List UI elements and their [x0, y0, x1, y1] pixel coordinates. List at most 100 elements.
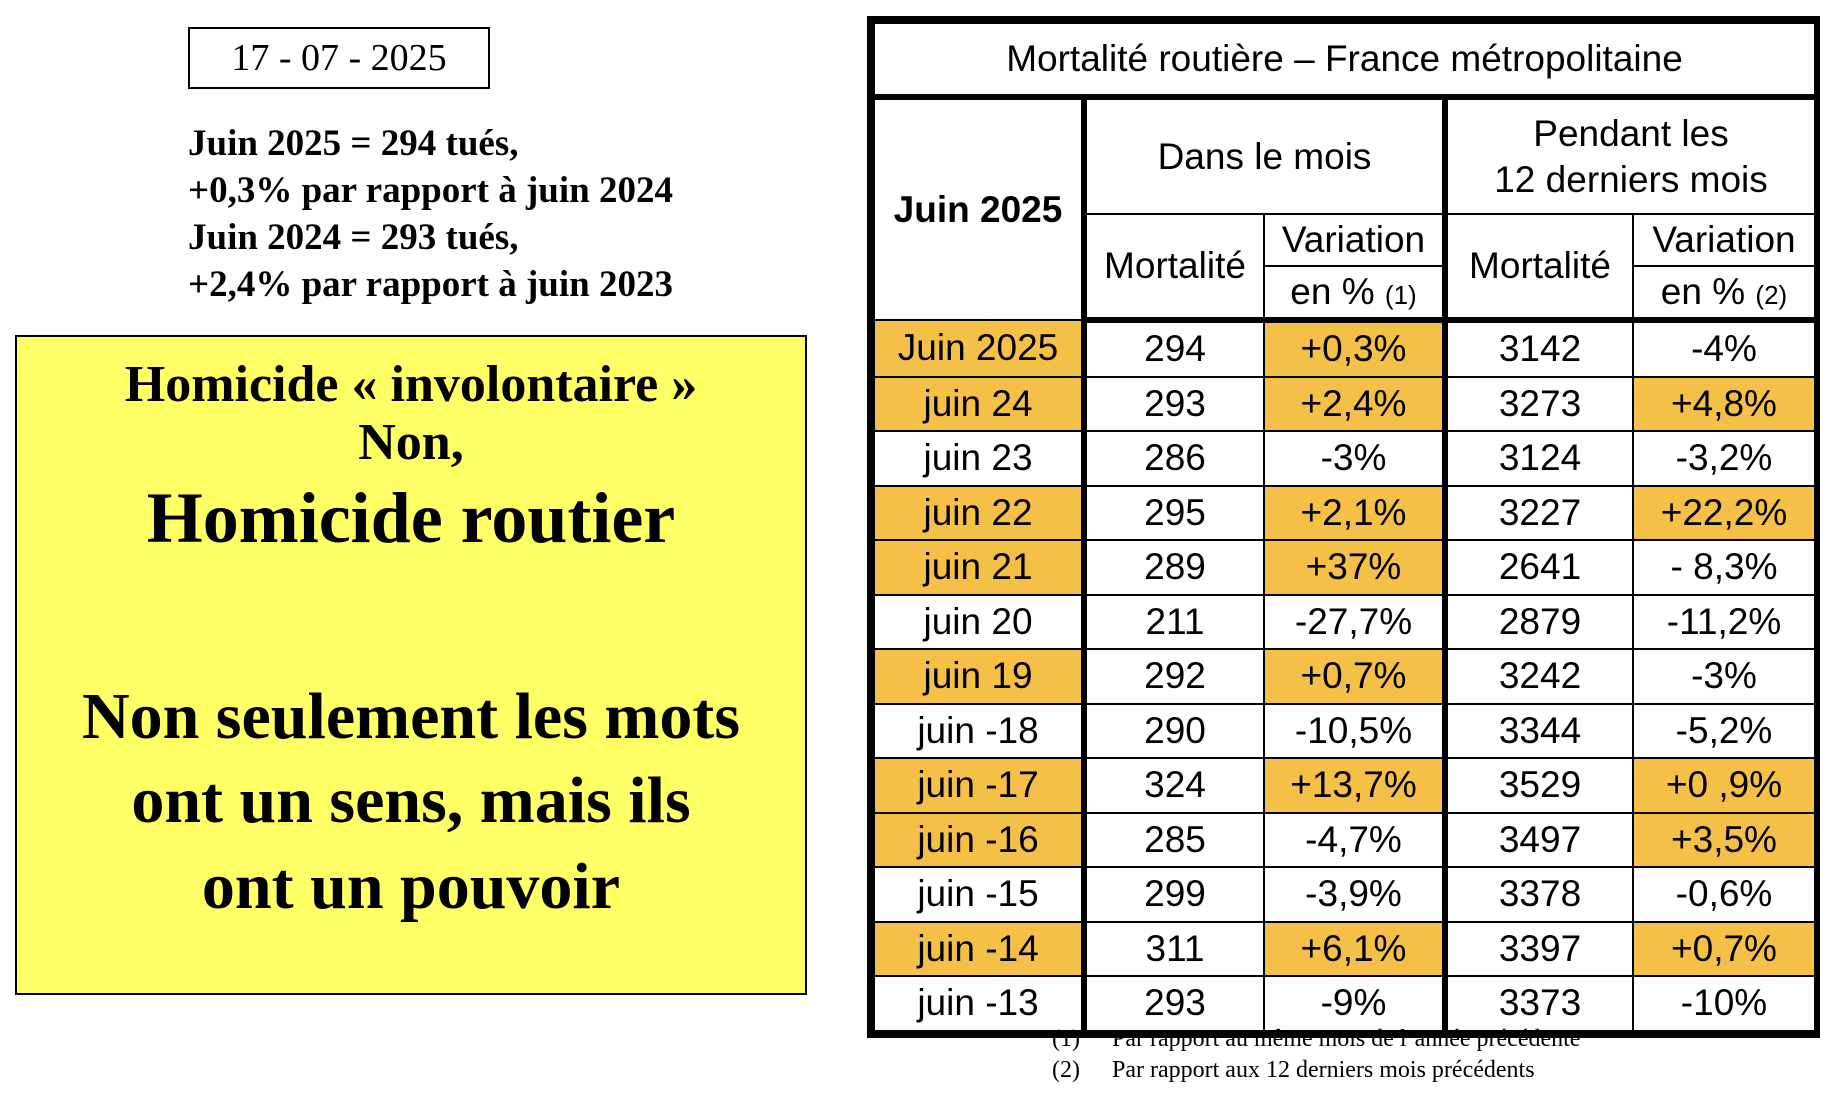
table-row: juin -15 299 -3,9% 3378 -0,6%	[873, 866, 1816, 923]
table-body: Juin 2025 294 +0,3% 3142 -4% juin 24 293 +2,4% 3…	[873, 319, 1816, 1032]
monthly-variation: -10,5%	[1263, 702, 1448, 759]
row-label: juin 22	[873, 484, 1087, 541]
annual-mortality: 2879	[1444, 593, 1634, 650]
twelve-month-group-header: Pendant les 12 derniers mois	[1444, 96, 1816, 215]
monthly-mortality: 285	[1083, 811, 1265, 868]
annual-mortality: 2641	[1444, 539, 1634, 596]
annual-variation: +22,2%	[1632, 484, 1816, 541]
annual-mortality: 3397	[1444, 920, 1634, 977]
footnote-number: (1)	[1052, 1026, 1080, 1052]
footnote: (1) Par rapport au même mois de l’année p…	[1052, 1024, 1812, 1055]
monthly-variation: +0,3%	[1263, 319, 1448, 378]
annual-variation: +0,7%	[1632, 920, 1816, 977]
table-row: juin 22 295 +2,1% 3227 +22,2%	[873, 484, 1816, 541]
monthly-mortality: 295	[1083, 484, 1265, 541]
summary-line: +2,4% par rapport à juin 2023	[188, 264, 673, 305]
table-row: juin -13 293 -9% 3373 -10%	[873, 975, 1816, 1032]
footnotes: (1) Par rapport au même mois de l’année p…	[1052, 1024, 1812, 1086]
summary-block: Juin 2025 = 294 tués, +0,3% par rapport …	[188, 120, 748, 308]
annual-variation: -0,6%	[1632, 866, 1816, 923]
summary-line: Juin 2025 = 294 tués,	[188, 123, 519, 164]
mortality-12-column-header: Mortalité	[1444, 213, 1634, 323]
monthly-mortality: 289	[1083, 539, 1265, 596]
monthly-variation: +2,4%	[1263, 375, 1448, 432]
row-label: juin 24	[873, 375, 1087, 432]
annual-variation: -11,2%	[1632, 593, 1816, 650]
row-label: juin -15	[873, 866, 1087, 923]
row-label: juin -18	[873, 702, 1087, 759]
message-box: Homicide « involontaire » Non, Homicide …	[15, 335, 807, 995]
table-row: juin -17 324 +13,7% 3529 +0 ,9%	[873, 757, 1816, 814]
date-label: 17 - 07 - 2025	[188, 27, 490, 89]
monthly-variation: -9%	[1263, 975, 1448, 1032]
row-label: juin -13	[873, 975, 1087, 1032]
row-label: juin -16	[873, 811, 1087, 868]
monthly-variation: +0,7%	[1263, 648, 1448, 705]
table-row: juin -18 290 -10,5% 3344 -5,2%	[873, 702, 1816, 759]
period-header: Juin 2025	[873, 96, 1087, 321]
monthly-variation: -3%	[1263, 430, 1448, 487]
monthly-mortality: 290	[1083, 702, 1265, 759]
summary-line: +0,3% par rapport à juin 2024	[188, 170, 673, 211]
message-line: Non seulement les mots	[81, 680, 741, 753]
message-line: ont un pouvoir	[201, 850, 621, 923]
monthly-variation: +13,7%	[1263, 757, 1448, 814]
row-label: juin -17	[873, 757, 1087, 814]
month-group-header: Dans le mois	[1083, 96, 1448, 215]
table-row: juin 21 289 +37% 2641- 8,3%	[873, 539, 1816, 596]
monthly-mortality: 286	[1083, 430, 1265, 487]
mortality-table: Mortalité routière – France métropolitai…	[867, 16, 1820, 1038]
mortality-column-header: Mortalité	[1083, 213, 1265, 323]
message-line: Non,	[358, 414, 464, 471]
twelve-month-line: 12 derniers mois	[1494, 158, 1768, 200]
footnote-ref: (2)	[1755, 280, 1788, 310]
monthly-variation: +6,1%	[1263, 920, 1448, 977]
annual-mortality: 3497	[1444, 811, 1634, 868]
footnote-text: Par rapport au même mois de l’année préc…	[1112, 1026, 1581, 1052]
variation-column-header: Variation	[1263, 213, 1448, 267]
monthly-mortality: 292	[1083, 648, 1265, 705]
annual-mortality: 3344	[1444, 702, 1634, 759]
monthly-mortality: 294	[1083, 319, 1265, 378]
footnote-number: (2)	[1052, 1057, 1080, 1083]
annual-mortality: 3378	[1444, 866, 1634, 923]
table-title: Mortalité routière – France métropolitai…	[873, 22, 1816, 100]
table-row: juin -14 311 +6,1% 3397 +0,7%	[873, 920, 1816, 977]
annual-variation: -4%	[1632, 319, 1816, 378]
monthly-mortality: 293	[1083, 375, 1265, 432]
row-label: juin 23	[873, 430, 1087, 487]
table-row: juin 20 211 -27,7% 2879 -11,2%	[873, 593, 1816, 650]
table-row: juin 24 293 +2,4% 3273 +4,8%	[873, 375, 1816, 432]
monthly-mortality: 311	[1083, 920, 1265, 977]
annual-variation: -3,2%	[1632, 430, 1816, 487]
row-label: Juin 2025	[873, 319, 1087, 378]
annual-variation: +4,8%	[1632, 375, 1816, 432]
row-label: juin 21	[873, 539, 1087, 596]
table-row: juin 23 286 -3% 3124 -3,2%	[873, 430, 1816, 487]
table-row: Juin 2025 294 +0,3% 3142 -4%	[873, 319, 1816, 378]
monthly-variation: -27,7%	[1263, 593, 1448, 650]
annual-variation: -5,2%	[1632, 702, 1816, 759]
monthly-variation: -4,7%	[1263, 811, 1448, 868]
annual-variation: -10%	[1632, 975, 1816, 1032]
annual-mortality: 3142	[1444, 319, 1634, 378]
monthly-variation: -3,9%	[1263, 866, 1448, 923]
twelve-month-line: Pendant les	[1533, 112, 1729, 154]
annual-mortality: 3124	[1444, 430, 1634, 487]
message-line: Homicide « involontaire »	[124, 356, 698, 413]
message-line: ont un sens, mais ils	[131, 764, 691, 837]
annual-mortality: 3373	[1444, 975, 1634, 1032]
monthly-mortality: 211	[1083, 593, 1265, 650]
summary-line: Juin 2024 = 293 tués,	[188, 217, 519, 258]
row-label: juin -14	[873, 920, 1087, 977]
annual-variation: - 8,3%	[1632, 539, 1816, 596]
variation-12-column-header: Variation	[1632, 213, 1816, 267]
footnote-text: Par rapport aux 12 derniers mois précéde…	[1112, 1057, 1535, 1083]
table-row: juin -16 285 -4,7% 3497 +3,5%	[873, 811, 1816, 868]
row-label: juin 20	[873, 593, 1087, 650]
annual-mortality: 3242	[1444, 648, 1634, 705]
annual-mortality: 3227	[1444, 484, 1634, 541]
variation-12-unit-header: en % (2)	[1632, 265, 1816, 323]
monthly-mortality: 324	[1083, 757, 1265, 814]
table-row: juin 19 292 +0,7% 3242 -3%	[873, 648, 1816, 705]
